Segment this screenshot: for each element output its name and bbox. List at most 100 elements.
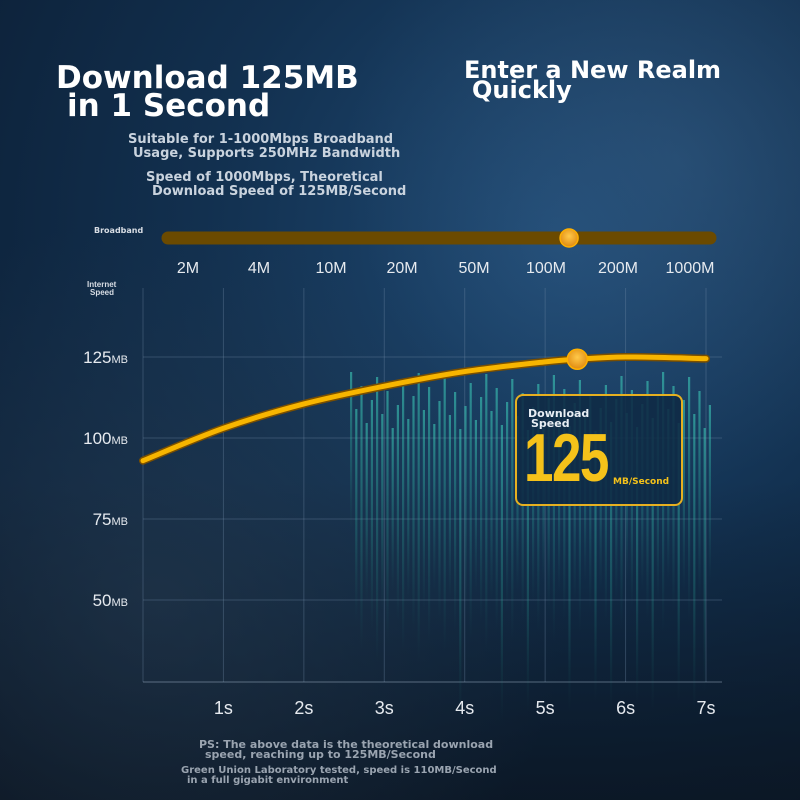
glow-bar <box>469 383 472 642</box>
glow-bar <box>480 397 483 622</box>
footnote-lab-line-2: in a full gigabit environment <box>187 775 349 786</box>
footnote-ps-line-1: PS: The above data is the theoretical do… <box>199 738 494 751</box>
broadband-ticks: 2M 4M 10M 20M 50M 100M 200M 1000M <box>177 260 715 277</box>
badge-label-line-1: Download <box>528 407 590 420</box>
badge-unit: MB/Second <box>613 477 670 487</box>
glow-bar <box>578 380 581 632</box>
glow-bar <box>651 418 654 712</box>
broadband-tick-label: 4M <box>248 260 270 277</box>
badge-label-line-2: Speed <box>531 417 570 430</box>
glow-bar <box>521 393 524 622</box>
tagline-line-1: Enter a New Realm <box>464 56 722 84</box>
glow-bar <box>698 391 701 602</box>
glow-bar <box>376 377 379 662</box>
subtitle-speed-line-2: Download Speed of 125MB/Second <box>152 184 407 199</box>
broadband-tick-label: 50M <box>458 260 489 277</box>
glow-bar <box>490 411 493 602</box>
glow-bar <box>360 386 363 652</box>
badge-value: 125 <box>524 420 609 496</box>
subtitle-speed-line-1: Speed of 1000Mbps, Theoretical <box>146 170 383 185</box>
glow-bar <box>610 422 613 712</box>
x-tick-label: 4s <box>455 698 474 718</box>
glow-bar <box>396 405 399 622</box>
glow-bar <box>417 373 420 662</box>
glow-bar <box>708 405 711 582</box>
glow-bar <box>433 424 436 592</box>
y-tick-label: 125MB <box>83 348 128 367</box>
footnote-lab-line-1: Green Union Laboratory tested, speed is … <box>181 765 497 776</box>
glow-bar <box>454 392 457 632</box>
y-tick-label: 50MB <box>93 591 128 610</box>
glow-bar <box>412 396 415 632</box>
glow-bar <box>459 429 462 722</box>
x-tick-label: 6s <box>616 698 635 718</box>
speed-line <box>140 354 709 464</box>
broadband-tick-label: 2M <box>177 260 199 277</box>
y-axis-title-line-1: Internet <box>87 280 117 289</box>
glow-bar <box>537 384 540 632</box>
glow-bar <box>386 391 389 642</box>
y-axis-title-line-2: Speed <box>90 288 114 297</box>
subtitle-line-2: Usage, Supports 250MHz Bandwidth <box>133 146 401 161</box>
headline: Download 125MB in 1 Second <box>56 60 359 124</box>
footnote-lab: Green Union Laboratory tested, speed is … <box>181 766 497 786</box>
glow-bar <box>688 377 691 622</box>
glow-bar <box>474 420 477 592</box>
x-axis: 1s 2s 3s 4s 5s 6s 7s <box>214 698 716 718</box>
broadband-tick-label: 1000M <box>666 260 715 277</box>
y-tick-label: 100MB <box>83 429 128 448</box>
broadband-tick-label: 10M <box>315 260 346 277</box>
glow-bar <box>568 426 571 712</box>
glow-bar <box>422 410 425 612</box>
subtitle-speed: Speed of 1000Mbps, Theoretical Download … <box>146 171 406 199</box>
broadband-label: Broadband <box>94 226 144 235</box>
tagline-line-2: Quickly <box>472 76 572 104</box>
glow-bar <box>350 372 353 532</box>
glow-bar <box>391 428 394 592</box>
glow-bar <box>495 388 498 632</box>
glow-bar <box>693 414 696 712</box>
x-tick-label: 2s <box>294 698 313 718</box>
broadband-tick-label: 20M <box>386 260 417 277</box>
glow-bar <box>407 419 410 602</box>
x-tick-label: 5s <box>536 698 555 718</box>
glow-bar <box>506 402 509 612</box>
footnote-ps-line-2: speed, reaching up to 125MB/Second <box>205 748 436 761</box>
glow-bar <box>636 427 639 702</box>
highlight-point <box>566 348 589 371</box>
glow-bar <box>703 428 706 692</box>
subtitle-line-1: Suitable for 1-1000Mbps Broadband <box>128 132 394 147</box>
broadband-slider[interactable] <box>161 228 717 248</box>
y-tick-label: 75MB <box>93 510 128 529</box>
glow-bar <box>526 430 529 712</box>
subtitle: Suitable for 1-1000Mbps Broadband Usage,… <box>128 133 400 161</box>
broadband-marker[interactable] <box>559 228 579 248</box>
glow-bar <box>438 401 441 622</box>
glow-bar <box>448 415 451 602</box>
glow-bar <box>485 374 488 652</box>
glow-bar <box>381 414 384 612</box>
glow-bar <box>443 378 446 652</box>
glow-bar <box>370 400 373 632</box>
glow-bar <box>402 382 405 652</box>
glow-bar <box>365 423 368 602</box>
broadband-tick-label: 100M <box>526 260 566 277</box>
headline-line-2: in 1 Second <box>67 88 271 124</box>
glow-bar <box>428 387 431 642</box>
headline-line-1: Download 125MB <box>56 60 359 96</box>
y-axis: 125MB 100MB 75MB 50MB <box>83 348 128 610</box>
x-tick-label: 3s <box>375 698 394 718</box>
glow-bar <box>677 423 680 702</box>
x-tick-label: 7s <box>696 698 715 718</box>
broadband-tick-label: 200M <box>598 260 638 277</box>
glow-bar <box>511 379 514 642</box>
tagline: Enter a New Realm Quickly <box>464 56 722 104</box>
speed-series <box>139 348 710 465</box>
download-speed-badge: Download Speed 125 MB/Second <box>515 394 683 506</box>
footnote-ps: PS: The above data is the theoretical do… <box>199 738 494 761</box>
glow-bar <box>594 431 597 702</box>
glow-bar <box>355 409 358 622</box>
x-tick-label: 1s <box>214 698 233 718</box>
glow-bar <box>552 375 555 642</box>
